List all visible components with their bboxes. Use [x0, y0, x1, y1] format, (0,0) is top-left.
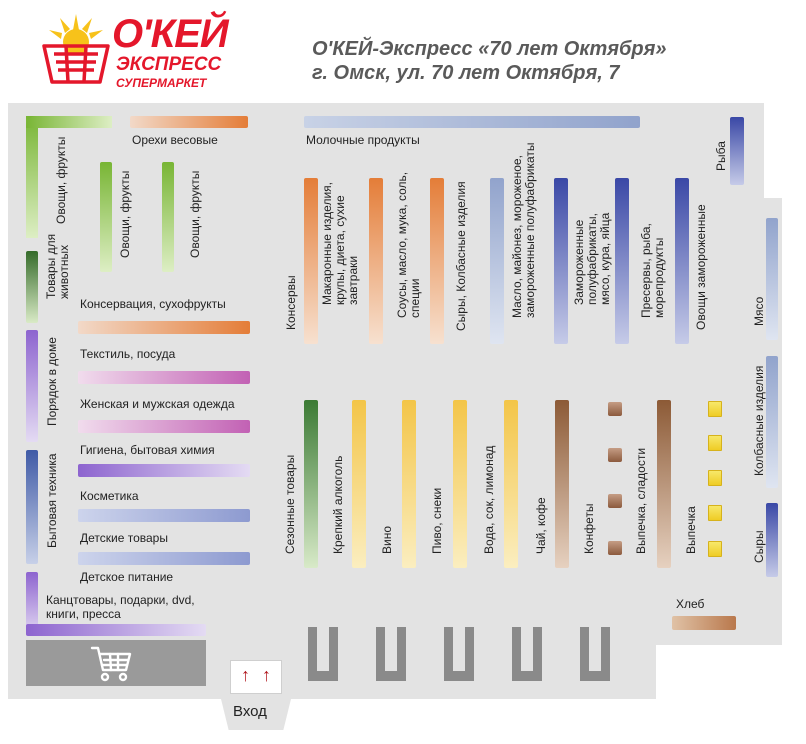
- logo-brand: О'КЕЙ: [112, 12, 229, 56]
- label-canned-dried: Консервация, сухофрукты: [80, 297, 226, 311]
- shelf-hygiene: [78, 464, 250, 477]
- checkout-counter: [580, 627, 610, 681]
- shopping-cart-icon: [90, 646, 132, 682]
- bakery-stand: [708, 505, 722, 521]
- checkout-counter: [376, 627, 406, 681]
- label-hygiene: Гигиена, бытовая химия: [80, 443, 215, 457]
- shelf-household: [26, 330, 38, 442]
- shelf-nuts: [130, 116, 248, 128]
- label-dairy: Молочные продукты: [306, 133, 420, 147]
- shelf-clothing: [78, 420, 250, 433]
- checkout-counter: [444, 627, 474, 681]
- shelf-cosmetics: [78, 509, 250, 522]
- checkout-counter: [308, 627, 338, 681]
- checkout-counter: [512, 627, 542, 681]
- shelf-fish: [730, 117, 744, 185]
- shelf-meat: [766, 218, 778, 340]
- cart-area: [26, 640, 206, 686]
- logo-supermarket: СУПЕРМАРКЕТ: [116, 76, 207, 90]
- candy-stand: [608, 541, 622, 555]
- label-bread: Хлеб: [676, 597, 705, 611]
- shelf-cheese-sausage: [490, 178, 504, 344]
- bakery-stand: [708, 470, 722, 486]
- candy-stand: [608, 494, 622, 508]
- label-stationery: Канцтовары, подарки, dvd, книги, пресса: [46, 593, 195, 621]
- shelf-vegetables-2: [162, 162, 174, 272]
- shelf-butter-frozen: [554, 178, 568, 344]
- entrance-label: Вход: [233, 703, 267, 720]
- shelf-seasonal: [304, 400, 318, 568]
- basket-icon: [42, 14, 110, 84]
- bakery-stand: [708, 401, 722, 417]
- shelf-canned: [304, 178, 318, 344]
- shelf-dairy: [304, 116, 640, 128]
- shelf-preserves: [675, 178, 689, 344]
- shelf-water: [504, 400, 518, 568]
- shelf-tea: [555, 400, 569, 568]
- candy-stand: [608, 402, 622, 416]
- shelf-kids-goods: [78, 552, 250, 565]
- store-address: г. Омск, ул. 70 лет Октября, 7: [312, 62, 620, 84]
- shelf-appliances: [26, 450, 38, 564]
- logo-express: ЭКСПРЕСС: [116, 54, 222, 75]
- shelf-canned-dried: [78, 321, 250, 334]
- shelf-bread: [672, 616, 736, 630]
- shelf-wine: [402, 400, 416, 568]
- shelf-spirits: [352, 400, 366, 568]
- candy-stand: [608, 448, 622, 462]
- shelf-textile: [78, 371, 250, 384]
- shelf-sauces: [430, 178, 444, 344]
- label-kids-goods: Детские товары: [80, 531, 168, 545]
- shelf-pet-goods: [26, 251, 38, 323]
- arrow-up-icon: ↑: [241, 665, 250, 685]
- store-name: О'КЕЙ-Экспресс «70 лет Октября»: [312, 38, 667, 60]
- logo: О'КЕЙ ЭКСПРЕСС СУПЕРМАРКЕТ: [40, 10, 250, 90]
- shelf-stationery: [26, 624, 206, 636]
- label-cosmetics: Косметика: [80, 489, 139, 503]
- shelf-vegetables-1: [100, 162, 112, 272]
- label-baby-food: Детское питание: [80, 570, 174, 584]
- bakery-stand: [708, 435, 722, 451]
- entrance-arrows: ↑ ↑: [230, 660, 282, 694]
- shelf-frozen-meat: [615, 178, 629, 344]
- shelf-pasta: [369, 178, 383, 344]
- shelf-beer: [453, 400, 467, 568]
- floor-main: [220, 695, 292, 730]
- label-textile: Текстиль, посуда: [80, 347, 176, 361]
- label-nuts: Орехи весовые: [132, 133, 218, 147]
- shelf-vegetables-wall-top: [26, 116, 112, 128]
- shelf-stationery-side: [26, 572, 38, 636]
- arrow-up-icon: ↑: [262, 665, 271, 685]
- bakery-stand: [708, 541, 722, 557]
- shelf-sausage-wall: [766, 356, 778, 488]
- label-clothing: Женская и мужская одежда: [80, 397, 235, 411]
- shelf-cheese-wall: [766, 503, 778, 577]
- shelf-vegetables-wall: [26, 116, 38, 238]
- shelf-pastry: [657, 400, 671, 568]
